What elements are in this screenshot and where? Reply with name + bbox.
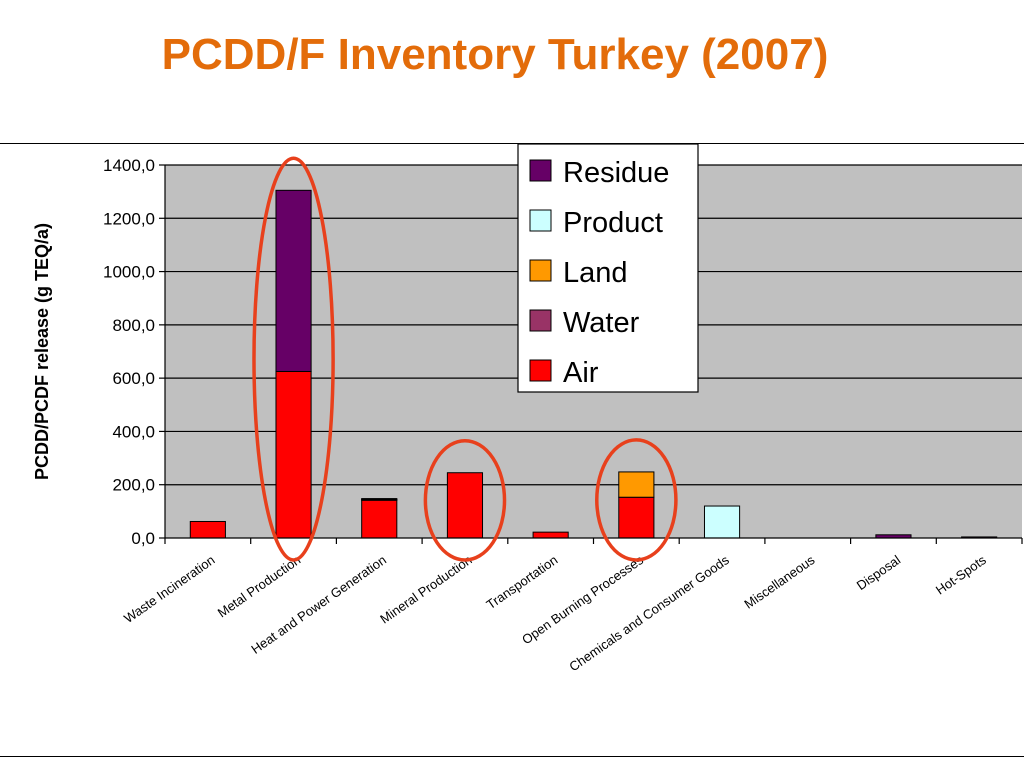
- x-tick-label: Metal Production: [215, 552, 304, 620]
- highlight-ellipse-mineral-production: [423, 438, 507, 562]
- x-tick-label: Waste Incineration: [121, 552, 217, 626]
- bar-air-metal-production: [275, 370, 312, 539]
- x-tick-label: Transportation: [483, 552, 560, 612]
- legend-label-air: Air: [563, 357, 599, 389]
- legend-label-residue: Residue: [563, 157, 669, 189]
- legend-label-water: Water: [563, 307, 640, 339]
- y-tick-label: 1000,0: [103, 263, 155, 282]
- bar-air-waste-incineration: [189, 520, 226, 539]
- legend-swatch-water: [529, 309, 552, 332]
- legend-swatch-land: [529, 259, 552, 282]
- x-tick-label: Heat and Power Generation: [248, 552, 389, 657]
- y-tick-label: 400,0: [112, 422, 155, 441]
- y-tick-label: 1400,0: [103, 156, 155, 175]
- bottom-divider: [0, 756, 1024, 757]
- y-axis-title: PCDD/PCDF release (g TEQ/a): [32, 223, 52, 480]
- legend-swatch-product: [529, 209, 552, 232]
- bar-land-open-burning-processes: [618, 471, 655, 498]
- top-divider: [0, 143, 1024, 144]
- legend-label-land: Land: [563, 257, 628, 289]
- y-tick-label: 600,0: [112, 369, 155, 388]
- bar-product-chemicals-and-consumer-goods: [703, 505, 741, 539]
- x-tick-label: Hot-Spots: [933, 552, 989, 598]
- slide-title: PCDD/F Inventory Turkey (2007): [161, 30, 829, 79]
- highlight-ellipse-open-burning-processes: [595, 438, 678, 562]
- legend: Residue Product Land Water Air: [517, 143, 699, 393]
- legend-swatch-residue: [529, 159, 552, 182]
- x-tick-label: Chemicals and Consumer Goods: [566, 552, 732, 674]
- y-tick-label: 200,0: [112, 476, 155, 495]
- bar-air-transportation: [532, 531, 569, 539]
- y-tick-label: 800,0: [112, 316, 155, 335]
- x-tick-label: Mineral Production: [377, 552, 474, 626]
- legend-swatch-air: [529, 359, 552, 382]
- bar-air-open-burning-processes: [618, 496, 655, 539]
- bar-residue-heat-and-power-generation: [361, 498, 398, 501]
- bar-air-heat-and-power-generation: [361, 499, 398, 539]
- y-tick-label: 0,0: [131, 529, 155, 548]
- highlight-ellipse-metal-production: [252, 156, 335, 562]
- y-tick-label: 1200,0: [103, 209, 155, 228]
- x-tick-label: Disposal: [854, 552, 904, 593]
- legend-label-product: Product: [563, 207, 663, 239]
- bars: [189, 189, 998, 539]
- highlight-ellipses: [252, 156, 678, 562]
- bar-air-mineral-production: [446, 472, 484, 539]
- x-tick-label: Miscellaneous: [741, 552, 817, 612]
- bar-residue-metal-production: [275, 189, 312, 372]
